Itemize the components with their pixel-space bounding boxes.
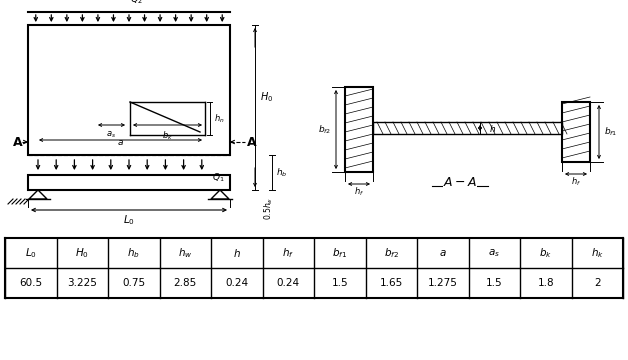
Bar <box>345 87 373 172</box>
Text: $h_b$: $h_b$ <box>127 246 140 260</box>
Bar <box>373 122 562 134</box>
Text: $b_{f1}$: $b_{f1}$ <box>604 126 617 138</box>
Text: $h_f$: $h_f$ <box>282 246 295 260</box>
Text: $h$: $h$ <box>233 247 241 259</box>
Text: 1.8: 1.8 <box>538 278 554 288</box>
Text: $b_k$: $b_k$ <box>162 129 173 141</box>
Bar <box>562 102 590 162</box>
Text: $h_w$: $h_w$ <box>178 246 193 260</box>
Text: $L_0$: $L_0$ <box>24 246 36 260</box>
Text: 60.5: 60.5 <box>19 278 42 288</box>
Text: 0.24: 0.24 <box>277 278 300 288</box>
Text: $h_f$: $h_f$ <box>354 186 364 198</box>
Text: $b_{f2}$: $b_{f2}$ <box>384 246 399 260</box>
Text: A: A <box>247 135 257 148</box>
Text: $a$: $a$ <box>439 248 447 258</box>
Text: 2: 2 <box>594 278 600 288</box>
Text: $b_{f2}$: $b_{f2}$ <box>318 123 331 136</box>
Text: $H_0$: $H_0$ <box>260 91 273 104</box>
Text: $a_s$: $a_s$ <box>488 247 501 259</box>
Text: $h_b$: $h_b$ <box>276 166 288 179</box>
Bar <box>28 175 230 190</box>
Bar <box>28 25 230 155</box>
Text: 1.275: 1.275 <box>428 278 458 288</box>
Text: $A-A$: $A-A$ <box>443 175 477 189</box>
Text: 1.5: 1.5 <box>332 278 348 288</box>
Text: 3.225: 3.225 <box>67 278 97 288</box>
Text: $h$: $h$ <box>489 122 496 134</box>
Text: 1.5: 1.5 <box>486 278 502 288</box>
Text: $Q_2$: $Q_2$ <box>131 0 144 6</box>
Text: $0.5h_w$: $0.5h_w$ <box>263 196 275 220</box>
Text: $h_n$: $h_n$ <box>214 112 225 125</box>
Text: $b_k$: $b_k$ <box>539 246 552 260</box>
Text: $h_k$: $h_k$ <box>591 246 604 260</box>
Text: $a$: $a$ <box>117 138 124 147</box>
Text: 1.65: 1.65 <box>379 278 403 288</box>
Text: $b_{f1}$: $b_{f1}$ <box>332 246 347 260</box>
Text: $Q_1$: $Q_1$ <box>212 172 225 184</box>
Text: 0.24: 0.24 <box>225 278 248 288</box>
Text: $a_s$: $a_s$ <box>107 129 117 139</box>
Text: $H_0$: $H_0$ <box>75 246 89 260</box>
Text: A: A <box>13 135 23 148</box>
Text: $L_0$: $L_0$ <box>123 213 135 227</box>
Text: 2.85: 2.85 <box>173 278 197 288</box>
Text: 0.75: 0.75 <box>122 278 145 288</box>
Text: $h_f$: $h_f$ <box>571 176 581 189</box>
